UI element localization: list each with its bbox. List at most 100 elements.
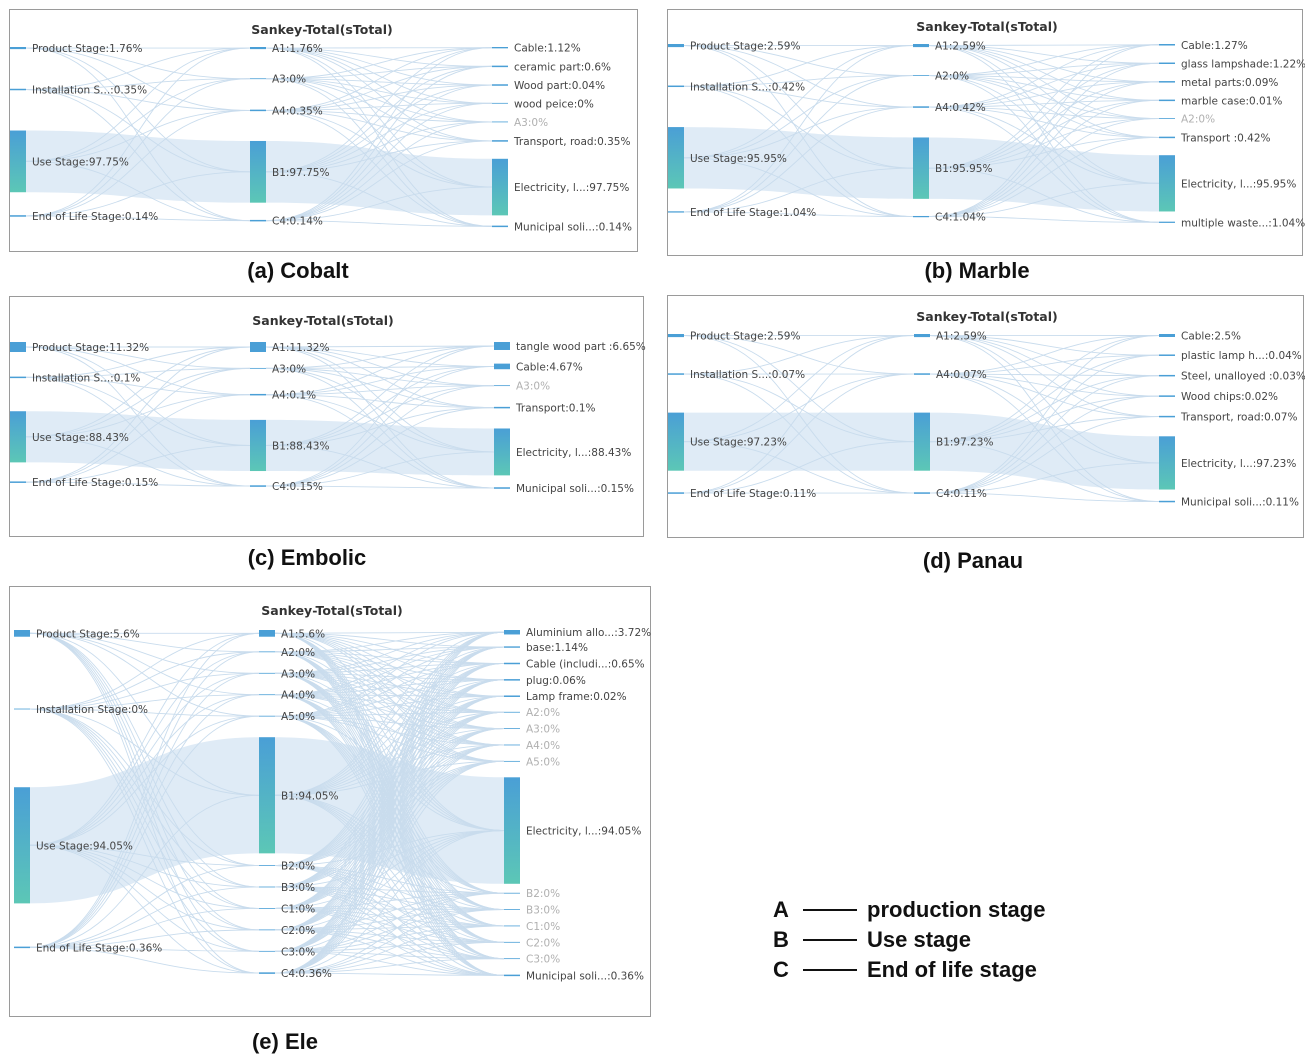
flow-link — [265, 367, 495, 387]
flow-link — [265, 102, 493, 173]
flow-link — [274, 886, 505, 911]
flow-link — [29, 865, 260, 948]
sankey-node-label: Installation S...:0.07% — [690, 369, 805, 381]
flow-link — [274, 663, 505, 696]
sankey-node-bar — [504, 744, 520, 746]
panel-title: Sankey-Total(sTotal) — [916, 19, 1058, 34]
panel-title: Sankey-Total(sTotal) — [251, 22, 393, 37]
sankey-node-label: Wood chips:0.02% — [1181, 391, 1278, 403]
flow-link — [29, 708, 260, 717]
sankey-node-bar — [492, 84, 508, 86]
caption-marble: (b) Marble — [924, 258, 1030, 283]
sankey-node-label: base:1.14% — [526, 642, 588, 654]
flow-link — [25, 376, 251, 446]
flow-link — [274, 663, 505, 717]
flow-link — [25, 481, 251, 487]
sankey-node-label: B2:0% — [526, 888, 560, 900]
flow-link — [683, 85, 914, 169]
sankey-node-label: A4:0.35% — [272, 105, 323, 117]
flow-link — [929, 335, 1160, 464]
flow-link — [274, 907, 505, 927]
sankey-node-bar — [1159, 354, 1175, 356]
flow-link — [274, 892, 505, 909]
sankey-node-bar — [250, 78, 266, 80]
sankey-node-bar — [259, 630, 275, 637]
flow-link — [274, 760, 505, 974]
sankey-node-bar — [1159, 415, 1175, 418]
flow-link — [928, 62, 1160, 218]
sankey-node-label: Transport, road:0.07% — [1180, 412, 1297, 424]
sankey-node-label: Electricity, l...:88.43% — [516, 447, 631, 459]
sankey-node-bar — [668, 44, 684, 48]
flow-link — [265, 102, 493, 111]
flow-link — [25, 367, 251, 378]
sankey-node-label: C1:0% — [281, 903, 315, 915]
sankey-node-label: B1:97.23% — [936, 437, 993, 449]
sankey-node-bar — [504, 728, 520, 730]
sankey-node-label: B3:0% — [281, 882, 315, 894]
sankey-node-label: A2:0% — [935, 71, 969, 83]
flow-link — [265, 84, 493, 173]
sankey-node-bar — [10, 130, 26, 193]
flow-link — [29, 651, 260, 948]
nodes: Product Stage:11.32% Installation S...:0.… — [10, 341, 646, 495]
flow-link — [274, 794, 505, 960]
flow-link — [29, 694, 260, 948]
flow-link — [274, 728, 505, 796]
sankey-node-label: A1:1.76% — [272, 43, 323, 55]
sankey-node-bar — [1159, 44, 1175, 46]
flow-link — [274, 679, 505, 696]
flow-link — [25, 78, 251, 90]
sankey-node-label: Cable:2.5% — [1181, 331, 1241, 343]
flow-link — [29, 929, 260, 948]
sankey-node-bar — [1159, 62, 1175, 64]
flow-link — [274, 711, 505, 931]
flow-link — [274, 663, 505, 931]
flow-link — [928, 45, 1160, 64]
flow-link — [29, 672, 260, 948]
sankey-node-label: Aluminium allo...:3.72% — [526, 627, 651, 639]
flow-link — [265, 121, 493, 222]
flow-link — [274, 941, 505, 974]
sankey-node-bar — [259, 950, 275, 952]
flow-link — [29, 946, 260, 952]
flow-link — [274, 663, 505, 674]
flow-link — [274, 679, 505, 931]
flow-link — [274, 695, 505, 717]
flow-link — [684, 127, 913, 199]
flow-link — [274, 907, 505, 976]
flow-link — [928, 44, 1160, 47]
flow-link — [265, 407, 495, 487]
sankey-node-label: A2:0% — [1181, 114, 1215, 126]
flow-link — [265, 171, 493, 227]
flow-link — [274, 694, 505, 730]
flow-link — [26, 130, 250, 203]
flow-link — [683, 45, 914, 108]
sankey-node-bar — [913, 137, 929, 199]
flow-link — [928, 45, 1160, 83]
flow-link — [25, 346, 251, 446]
flow-link — [274, 909, 505, 974]
flow-link — [25, 346, 251, 396]
flow-link — [928, 106, 1160, 184]
sankey-node-bar — [14, 708, 30, 710]
flow-link — [274, 646, 505, 696]
sankey-panel-ele: Sankey-Total(sTotal) Product Stage:5.6% I… — [9, 586, 651, 1017]
flow-link — [928, 99, 1160, 169]
flow-link — [29, 708, 260, 867]
sankey-node-bar — [914, 412, 930, 471]
sankey-node-label: A3:0% — [281, 668, 315, 680]
flow-link — [274, 672, 505, 832]
flow-link — [928, 136, 1160, 218]
sankey-node-bar — [1159, 395, 1175, 397]
flow-link — [266, 140, 492, 216]
sankey-node-label: Wood part:0.04% — [514, 80, 605, 92]
flow-link — [25, 78, 251, 162]
sankey-node-bar — [913, 215, 929, 218]
flow-link — [274, 631, 505, 952]
flow-link — [928, 62, 1160, 108]
sankey-node-bar — [504, 695, 520, 697]
sankey-node-label: plastic lamp h...:0.04% — [1181, 350, 1302, 362]
flow-link — [274, 632, 505, 832]
flow-link — [274, 711, 505, 952]
